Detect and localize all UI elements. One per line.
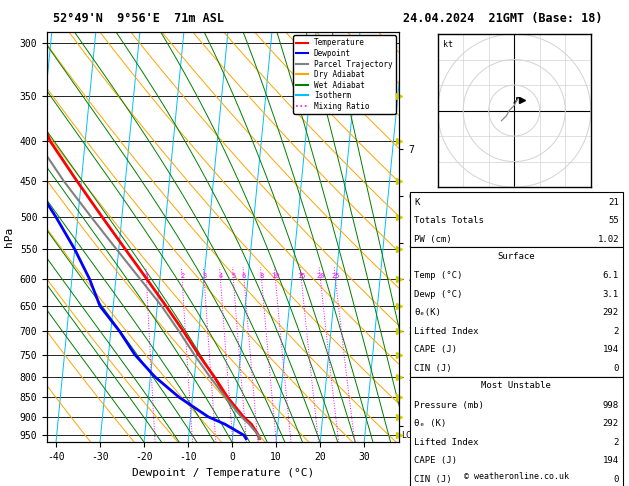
Text: 25: 25 [331,273,340,279]
Text: 0: 0 [613,364,619,373]
Text: 55: 55 [608,216,619,225]
Text: Surface: Surface [498,252,535,261]
Text: 20: 20 [316,273,325,279]
Text: 24.04.2024  21GMT (Base: 18): 24.04.2024 21GMT (Base: 18) [403,12,603,25]
X-axis label: Dewpoint / Temperature (°C): Dewpoint / Temperature (°C) [132,468,314,478]
Text: 2: 2 [613,438,619,447]
Text: 15: 15 [297,273,306,279]
Text: 8: 8 [259,273,264,279]
Text: 21: 21 [608,198,619,207]
Text: 6.1: 6.1 [603,272,619,280]
Text: 3.1: 3.1 [603,290,619,299]
Text: 52°49'N  9°56'E  71m ASL: 52°49'N 9°56'E 71m ASL [53,12,224,25]
Text: 998: 998 [603,401,619,410]
Text: 2: 2 [613,327,619,336]
Text: CIN (J): CIN (J) [414,364,452,373]
Text: 4: 4 [218,273,223,279]
Text: θₑ(K): θₑ(K) [414,309,441,317]
Text: © weatheronline.co.uk: © weatheronline.co.uk [464,472,569,481]
Text: PW (cm): PW (cm) [414,235,452,243]
Text: Temp (°C): Temp (°C) [414,272,462,280]
Text: 5: 5 [231,273,235,279]
Text: 6: 6 [242,273,246,279]
Text: 3: 3 [202,273,206,279]
Text: Most Unstable: Most Unstable [481,382,552,390]
Text: Pressure (mb): Pressure (mb) [414,401,484,410]
Text: kt: kt [443,40,453,49]
Text: 2: 2 [180,273,184,279]
Text: CAPE (J): CAPE (J) [414,346,457,354]
Text: CIN (J): CIN (J) [414,475,452,484]
Text: K: K [414,198,420,207]
Text: CAPE (J): CAPE (J) [414,456,457,465]
Text: LCL: LCL [401,431,416,440]
Text: Lifted Index: Lifted Index [414,327,479,336]
Text: 194: 194 [603,456,619,465]
Text: Totals Totals: Totals Totals [414,216,484,225]
Text: 0: 0 [613,475,619,484]
Text: Lifted Index: Lifted Index [414,438,479,447]
Text: 1.02: 1.02 [598,235,619,243]
Text: θₑ (K): θₑ (K) [414,419,446,428]
Text: 1: 1 [144,273,148,279]
Text: 10: 10 [271,273,280,279]
Text: Dewp (°C): Dewp (°C) [414,290,462,299]
Y-axis label: km
ASL: km ASL [416,228,437,246]
Legend: Temperature, Dewpoint, Parcel Trajectory, Dry Adiabat, Wet Adiabat, Isotherm, Mi: Temperature, Dewpoint, Parcel Trajectory… [293,35,396,114]
Text: 292: 292 [603,309,619,317]
Text: 194: 194 [603,346,619,354]
Y-axis label: hPa: hPa [4,227,14,247]
Text: 292: 292 [603,419,619,428]
